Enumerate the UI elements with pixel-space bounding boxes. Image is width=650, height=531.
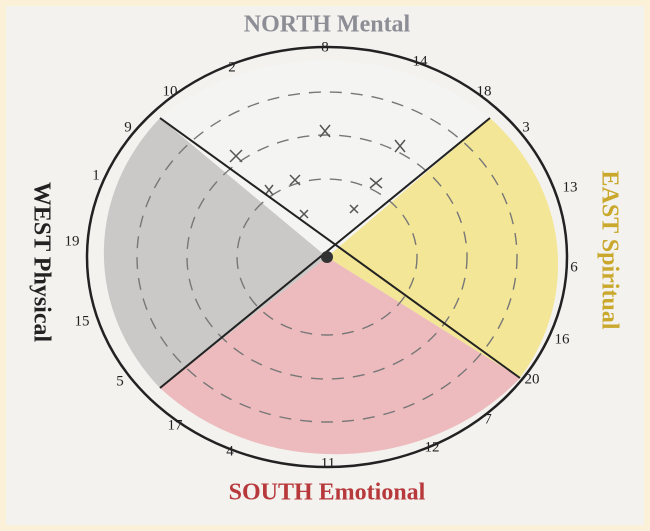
wheel-number: 3 <box>522 119 530 135</box>
wheel-number: 20 <box>525 371 540 387</box>
wheel-number: 12 <box>425 439 440 455</box>
worksheet: NORTH Mental SOUTH Emotional WEST Physic… <box>0 0 650 531</box>
wheel-number: 5 <box>116 373 124 389</box>
wheel-number: 2 <box>228 59 236 75</box>
wheel-number: 6 <box>570 259 578 275</box>
wheel-number: 10 <box>163 83 178 99</box>
wheel-number: 7 <box>484 411 492 427</box>
west-title: WEST Physical <box>28 182 54 343</box>
wheel-number: 19 <box>65 233 80 249</box>
south-title: SOUTH Emotional <box>229 480 426 506</box>
page: NORTH Mental SOUTH Emotional WEST Physic… <box>0 0 650 531</box>
wheel-number: 13 <box>563 179 578 195</box>
wheel-number: 8 <box>321 39 329 55</box>
wheel-number: 17 <box>168 417 184 433</box>
wheel-number: 14 <box>413 53 429 69</box>
wheel-number: 1 <box>92 167 100 183</box>
wheel-number: 4 <box>226 443 234 459</box>
wheel-number: 11 <box>321 455 335 471</box>
center-dot <box>321 251 333 263</box>
north-title: NORTH Mental <box>244 12 411 38</box>
wheel-number: 9 <box>124 119 132 135</box>
wheel-number: 18 <box>477 83 492 99</box>
wheel-number: 15 <box>75 313 90 329</box>
wheel-number: 16 <box>555 331 571 347</box>
east-title: EAST Spiritual <box>596 171 622 330</box>
